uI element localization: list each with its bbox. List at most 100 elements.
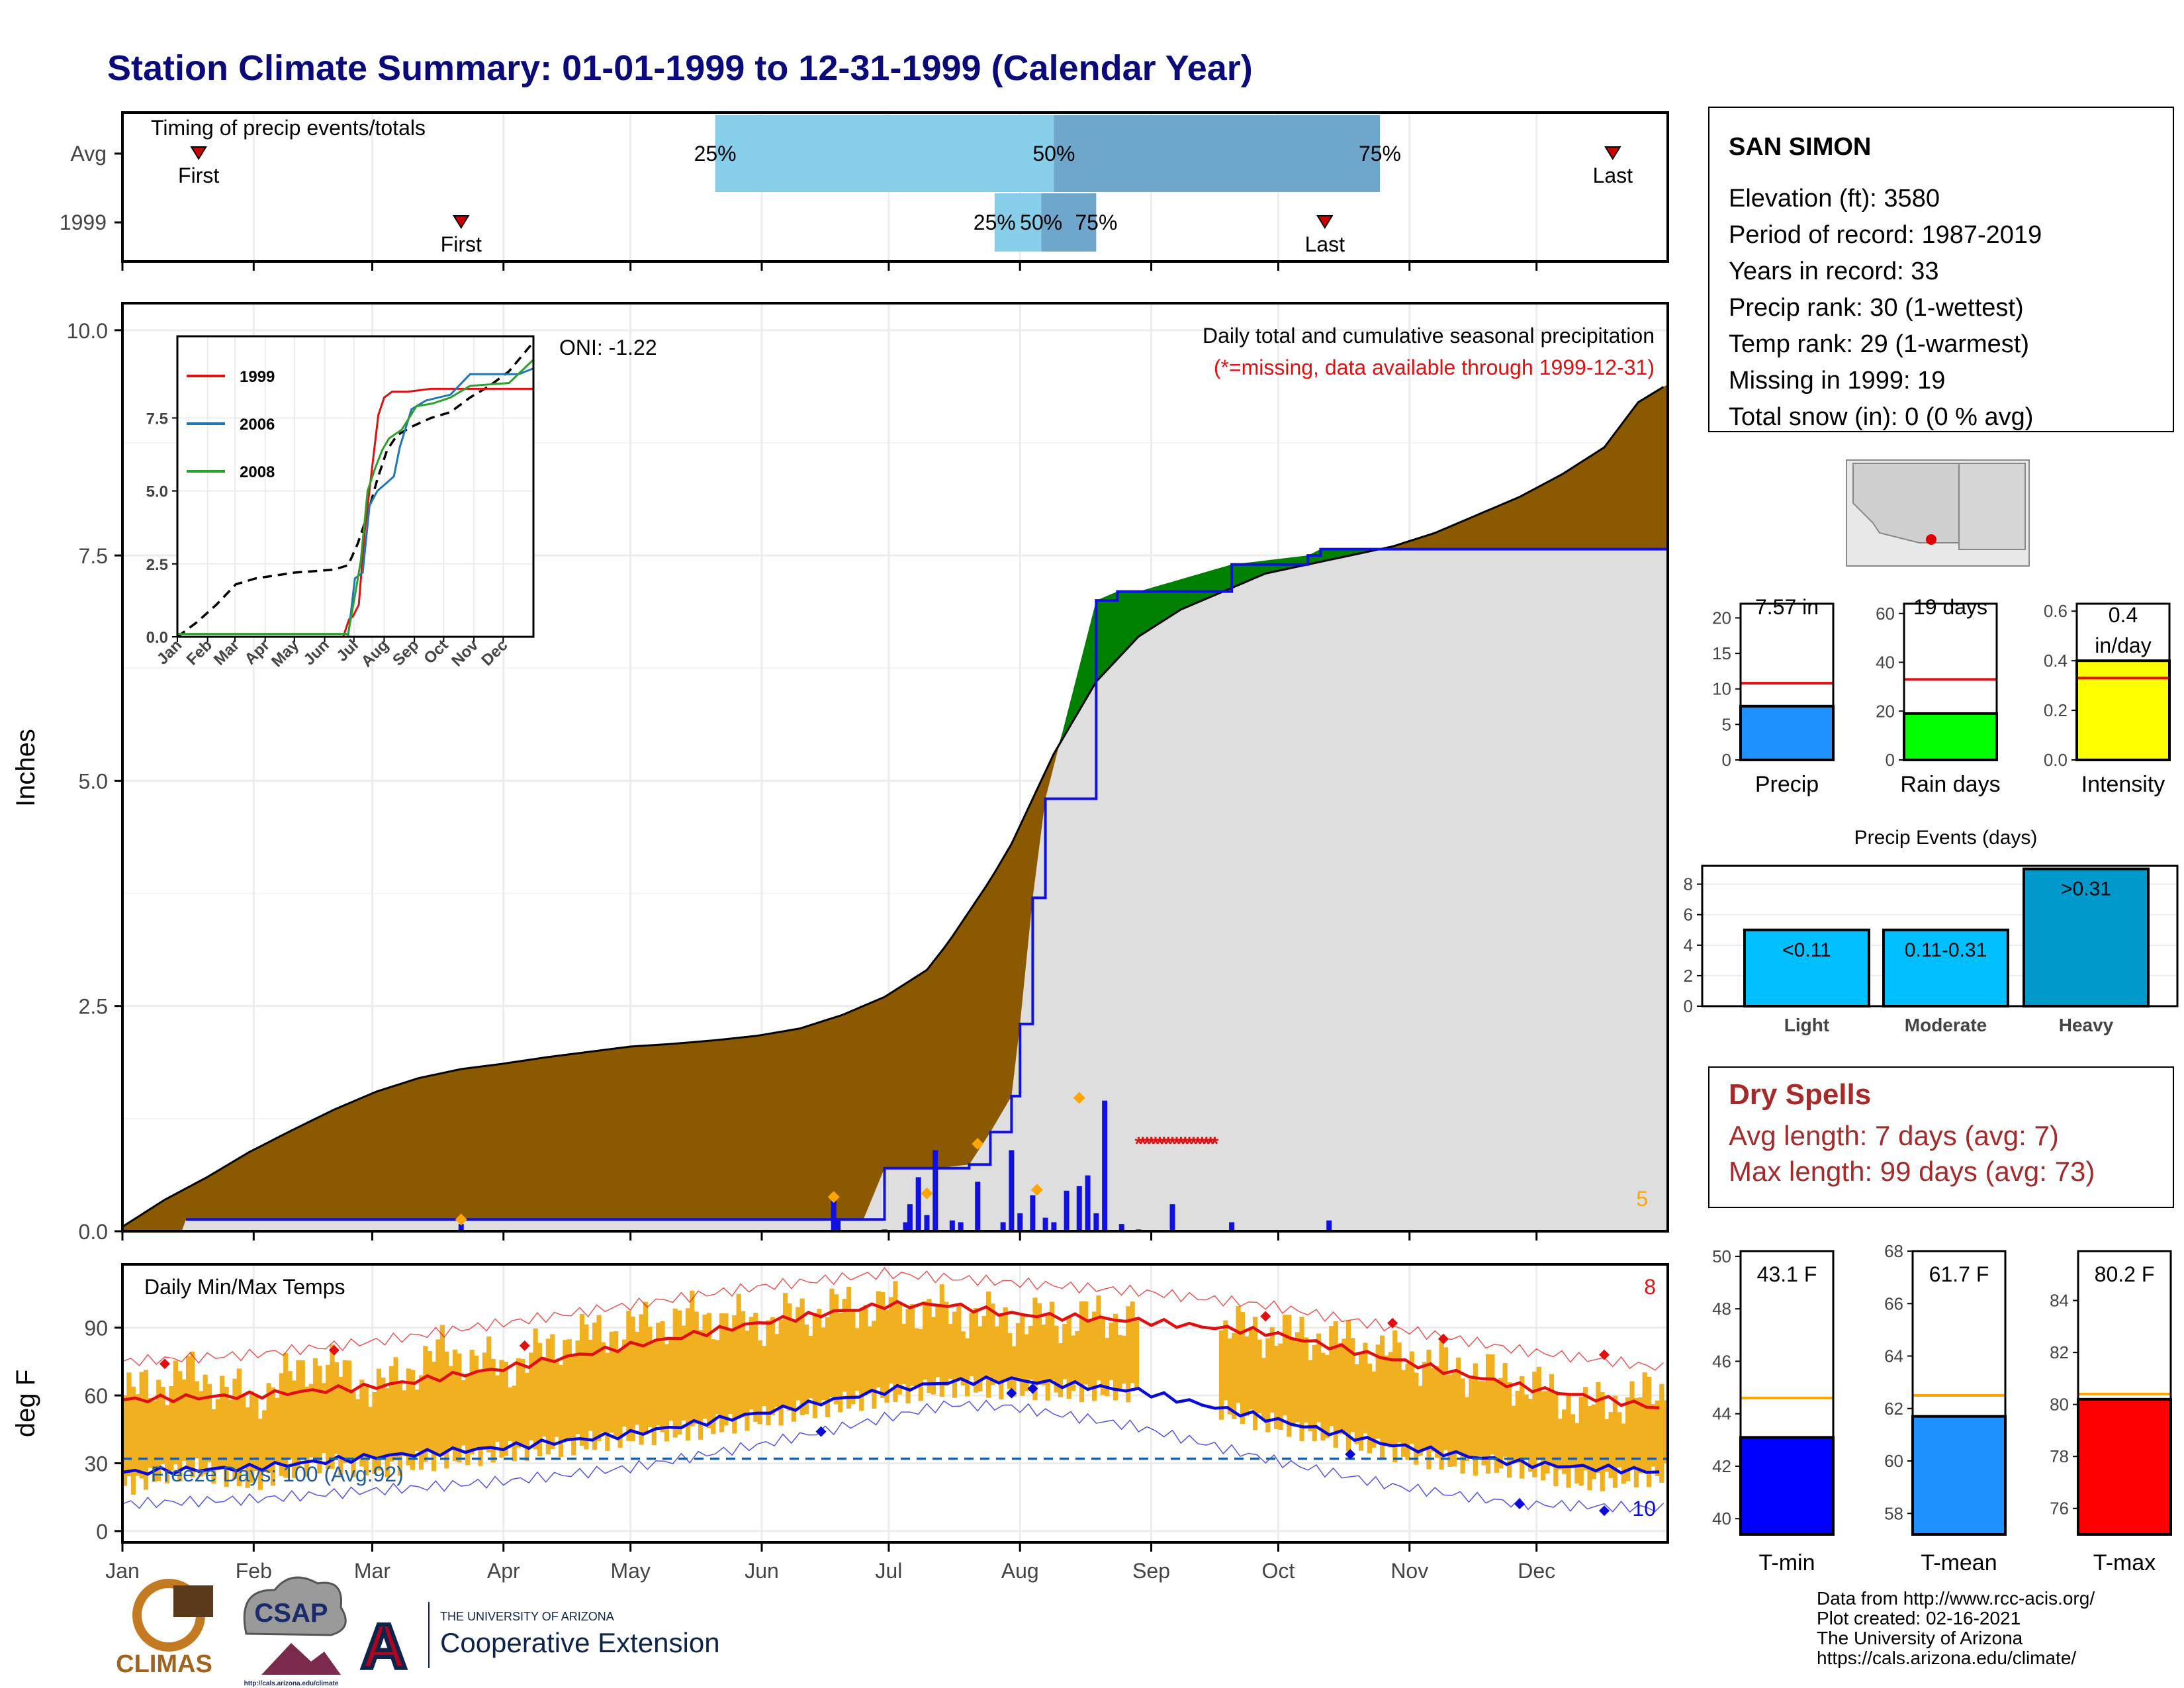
daily-temp-range-bar: [418, 1375, 424, 1470]
daily-temp-range-bar: [567, 1339, 572, 1441]
daily-temp-range-bar: [579, 1313, 585, 1446]
daily-temp-range-bar: [690, 1290, 695, 1427]
daily-temp-range-bar: [1405, 1363, 1410, 1460]
ua-logo-big-text: Cooperative Extension: [440, 1627, 720, 1658]
daily-temp-range-bar: [1333, 1321, 1338, 1448]
daily-temp-range-bar: [190, 1351, 195, 1478]
daily-precip-bar: [1051, 1222, 1057, 1231]
daily-temp-range-bar: [1066, 1315, 1071, 1399]
daily-temp-range-bar: [880, 1291, 886, 1398]
mini-bar-y-tick-label: 60: [1876, 604, 1895, 624]
record-temp-marker: [328, 1344, 340, 1356]
daily-temp-range-bar: [537, 1342, 543, 1457]
daily-precip-bar: [915, 1177, 921, 1231]
daily-precip-bar: [1118, 1224, 1124, 1231]
timing-label-first: First: [178, 164, 219, 187]
daily-precip-bar: [835, 1220, 841, 1231]
daily-temp-range-bar: [969, 1313, 974, 1376]
daily-temp-range-bar: [1083, 1301, 1089, 1385]
dry-spells-max: Max length: 99 days (avg: 73): [1729, 1156, 2095, 1187]
daily-temp-range-bar: [647, 1327, 653, 1427]
daily-temp-range-bar: [960, 1331, 966, 1385]
timing-marker-first: [452, 215, 470, 229]
month-tick-label: Apr: [487, 1559, 520, 1583]
missing-day-marker: *: [1173, 1133, 1181, 1155]
daily-temp-range-bar: [224, 1386, 229, 1487]
daily-precip-bar: [1009, 1150, 1015, 1231]
precip-corner-count: 5: [1636, 1187, 1648, 1211]
daily-temp-range-bar: [1312, 1345, 1317, 1442]
daily-precip-bar: [1229, 1222, 1235, 1231]
inset-y-tick-label: 2.5: [146, 556, 168, 574]
inset-y-tick-label: 5.0: [146, 483, 168, 501]
temp-panel-title: Daily Min/Max Temps: [144, 1275, 345, 1299]
daily-precip-bar: [1000, 1222, 1006, 1231]
daily-temp-range-bar: [1218, 1330, 1224, 1420]
daily-temp-range-bar: [944, 1301, 949, 1386]
daily-temp-range-bar: [257, 1419, 263, 1490]
daily-temp-range-bar: [1121, 1335, 1126, 1384]
daily-temp-range-bar: [376, 1368, 382, 1471]
daily-temp-range-bar: [1265, 1338, 1271, 1432]
daily-temp-range-bar: [524, 1372, 529, 1461]
daily-temp-range-bar: [486, 1336, 492, 1453]
daily-temp-range-bar: [130, 1386, 136, 1495]
missing-day-marker: *: [1206, 1133, 1214, 1155]
daily-temp-range-bar: [139, 1372, 144, 1479]
daily-temp-range-bar: [249, 1391, 255, 1483]
daily-temp-range-bar: [211, 1409, 216, 1484]
daily-temp-range-bar: [1303, 1337, 1309, 1423]
record-high-line: [122, 1266, 1664, 1371]
footer-credit-line: Data from http://www.rcc-acis.org/: [1817, 1588, 2095, 1609]
inset-y-tick-label: 0.0: [146, 629, 168, 647]
missing-day-marker: *: [1134, 1133, 1142, 1155]
mini-bar-y-tick-label: 15: [1712, 643, 1731, 663]
temp-y-tick-label: 0: [96, 1520, 108, 1544]
daily-temp-range-bar: [173, 1360, 178, 1465]
daily-temp-range-bar: [1028, 1326, 1034, 1380]
timing-bar-50-75: [1054, 115, 1380, 192]
csap-logo-mountain: [261, 1643, 341, 1675]
daily-temp-range-bar: [749, 1317, 754, 1410]
daily-temp-range-bar: [368, 1407, 373, 1456]
timing-label-75: 75%: [1359, 142, 1401, 165]
daily-temp-range-bar: [1113, 1313, 1118, 1401]
daily-temp-range-bar: [1608, 1412, 1614, 1479]
station-info-panel: SAN SIMON Elevation (ft): 3580 Period of r…: [1708, 107, 2174, 432]
inset-frame: [176, 335, 535, 638]
daily-temp-range-bar: [1299, 1317, 1304, 1441]
daily-temp-range-bar: [1054, 1325, 1059, 1393]
missing-day-marker: *: [1143, 1133, 1151, 1155]
daily-temp-range-bar: [1451, 1370, 1457, 1467]
daily-temp-range-bar: [469, 1350, 475, 1455]
daily-temp-range-bar: [732, 1315, 737, 1434]
daily-temp-range-bar: [588, 1340, 593, 1431]
precip-event-category-label: Moderate: [1905, 1015, 1987, 1035]
daily-temp-range-bar: [516, 1358, 522, 1448]
temp-bar-frame: [1911, 1250, 2007, 1536]
daily-temp-range-bar: [1100, 1316, 1105, 1395]
daily-temp-range-bar: [1638, 1397, 1643, 1474]
daily-temp-range-bar: [152, 1401, 157, 1482]
record-low-line: [122, 1399, 1664, 1513]
daily-temp-range-bar: [529, 1352, 534, 1441]
daily-temp-range-bar: [385, 1387, 390, 1477]
precip-event-range-label: >0.31: [2061, 878, 2111, 900]
daily-temp-range-bar: [363, 1386, 369, 1476]
daily-temp-range-bar: [846, 1286, 852, 1409]
timing-bar-25-50: [715, 115, 1054, 192]
daily-precip-bar: [949, 1220, 955, 1231]
daily-temp-range-bar: [994, 1326, 1000, 1382]
daily-precip-bar: [1042, 1217, 1048, 1231]
daily-temp-range-bar: [723, 1313, 729, 1426]
heavy-event-marker: [1030, 1184, 1043, 1196]
daily-temp-range-bar: [397, 1382, 403, 1476]
month-tick-label: Sep: [1132, 1559, 1170, 1583]
temp-bar-y-tick-label: 76: [2050, 1499, 2069, 1519]
temp-bar-y-tick-label: 58: [1884, 1503, 1903, 1523]
climas-logo-block: [173, 1585, 213, 1617]
daily-temp-range-bar: [923, 1301, 928, 1380]
record-temp-marker: [519, 1340, 530, 1351]
daily-temp-range-bar: [656, 1323, 661, 1426]
daily-temp-range-bar: [791, 1321, 796, 1422]
